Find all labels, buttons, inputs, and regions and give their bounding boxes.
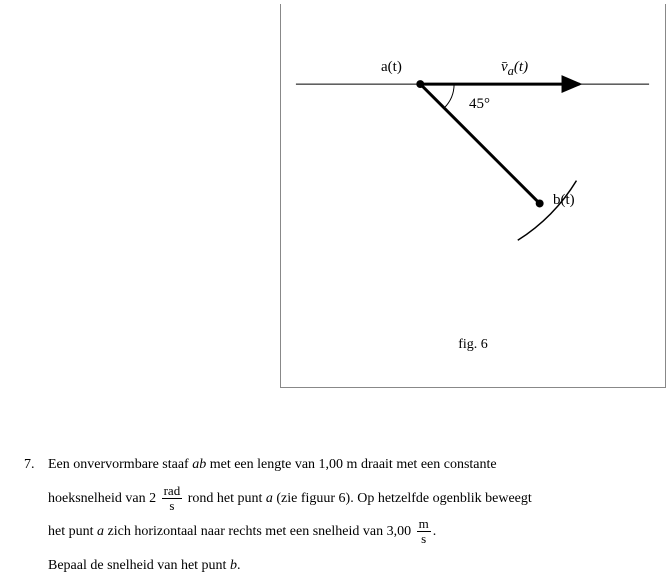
- label-point-a: a(t): [381, 59, 402, 76]
- text-segment: (zie figuur 6). Op hetzelfde ogenblik be…: [273, 491, 532, 506]
- var-b: b: [230, 558, 237, 573]
- problem-line-2: hoeksnelheid van 2 rads rond het punt a …: [24, 482, 644, 516]
- text-segment: Bepaal de snelheid van het punt: [48, 558, 230, 573]
- fraction-rad-s: rads: [162, 484, 183, 514]
- fraction-den: s: [162, 499, 183, 513]
- var-ab: ab: [192, 457, 206, 472]
- fraction-den: s: [417, 532, 431, 546]
- figure-diagram-svg: [281, 4, 665, 387]
- text-segment: rond het punt: [184, 491, 266, 506]
- label-velocity-a-arg: (t): [514, 59, 528, 75]
- label-angle: 45°: [469, 96, 490, 113]
- text-segment: Een onvervormbare staaf: [48, 457, 192, 472]
- figure-caption: fig. 6: [458, 337, 488, 353]
- text-segment: met een lengte van 1,00 m draait met een…: [206, 457, 496, 472]
- problem-line-4: Bepaal de snelheid van het punt b.: [24, 549, 644, 583]
- fraction-num: rad: [162, 484, 183, 499]
- text-segment: .: [237, 558, 241, 573]
- text-segment: zich horizontaal naar rechts met een sne…: [104, 524, 415, 539]
- fraction-num: m: [417, 517, 431, 532]
- problem-line-1: 7.Een onvervormbare staaf ab met een len…: [24, 448, 644, 482]
- problem-number: 7.: [24, 448, 48, 482]
- label-point-b: b(t): [553, 192, 575, 209]
- label-velocity-a-symbol: v̄: [501, 59, 508, 75]
- problem-line-3: het punt a zich horizontaal naar rechts …: [24, 515, 644, 549]
- var-a: a: [97, 524, 104, 539]
- label-velocity-a: v̄a(t): [501, 59, 528, 79]
- angle-arc: [444, 84, 454, 108]
- text-segment: hoeksnelheid van 2: [48, 491, 160, 506]
- point-b-dot: [536, 199, 544, 207]
- text-segment: .: [433, 524, 437, 539]
- problem-text: 7.Een onvervormbare staaf ab met een len…: [24, 448, 644, 582]
- var-a: a: [266, 491, 273, 506]
- figure-container: a(t) v̄a(t) 45° b(t) fig. 6: [280, 4, 666, 388]
- fraction-m-s: ms: [417, 517, 431, 547]
- text-segment: het punt: [48, 524, 97, 539]
- point-a-dot: [416, 80, 424, 88]
